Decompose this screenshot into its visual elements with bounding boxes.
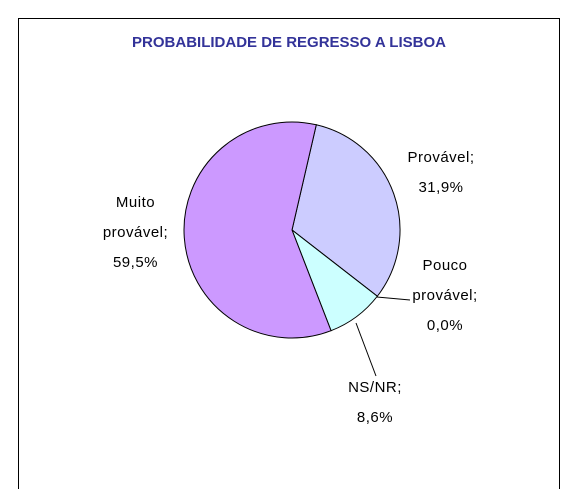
data-label: Muito provável; 59,5% <box>88 188 183 278</box>
value-label: 8,6% <box>356 409 394 426</box>
data-label: NS/NR; 8,6% <box>330 373 420 433</box>
leader-line <box>376 296 411 301</box>
category-label: NS/NR; <box>348 379 402 396</box>
value-label: 0,0% <box>426 317 464 334</box>
pie-slice <box>291 124 401 297</box>
chart-title: PROBABILIDADE DE REGRESSO A LISBOA <box>132 34 446 51</box>
leader-line <box>355 322 377 377</box>
data-label: Provável; 31,9% <box>395 143 487 203</box>
pie <box>183 121 401 339</box>
pie-slice <box>183 121 332 339</box>
value-label: 59,5% <box>112 254 159 271</box>
category-label: Provável; <box>407 149 475 166</box>
category-label: Muito provável; <box>102 194 169 241</box>
data-label: Pouco provável; 0,0% <box>400 251 490 341</box>
value-label: 31,9% <box>418 179 464 196</box>
category-label: Pouco provável; <box>412 257 478 304</box>
